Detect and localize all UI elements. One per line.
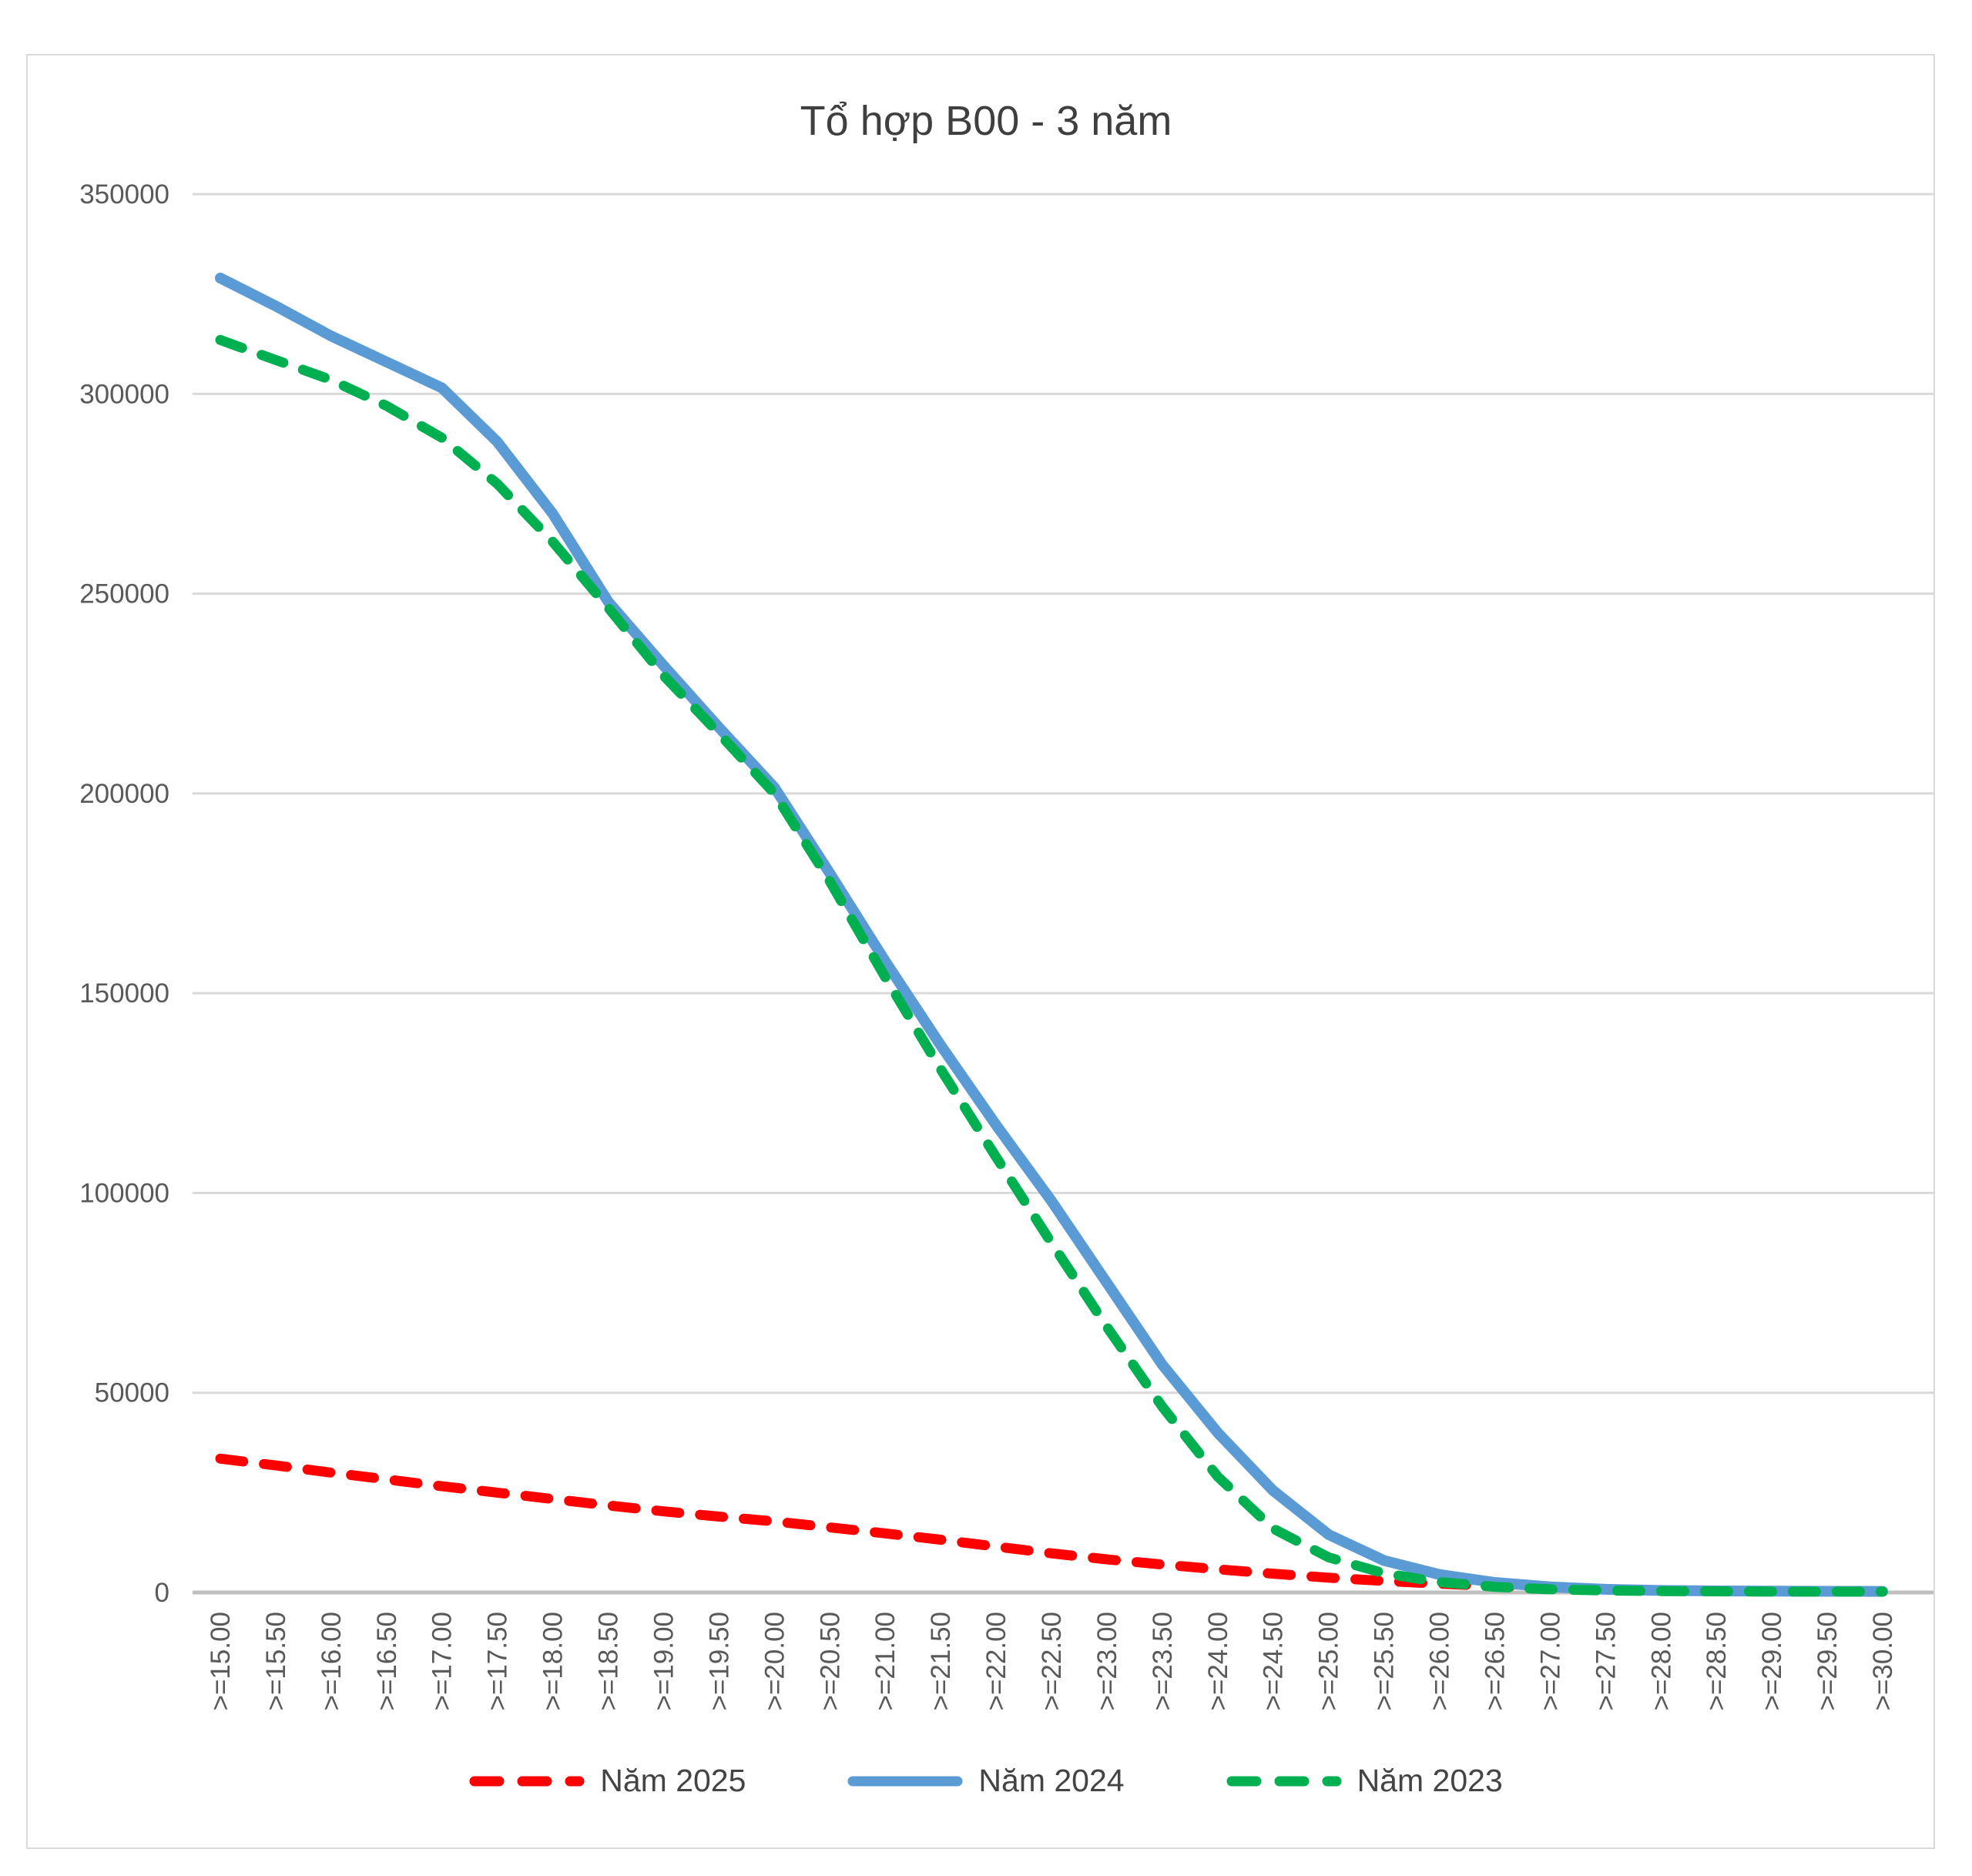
- x-axis-label: >=16.00: [317, 1612, 347, 1710]
- x-axis-label: >=19.50: [704, 1612, 734, 1710]
- y-axis-label: 350000: [79, 180, 169, 210]
- y-axis-label: 150000: [79, 978, 169, 1008]
- x-axis-label: >=25.50: [1370, 1612, 1400, 1710]
- x-axis-label: >=23.50: [1148, 1612, 1178, 1710]
- x-axis-label: >=27.50: [1591, 1612, 1621, 1710]
- x-axis-label: >=15.50: [261, 1612, 291, 1710]
- x-axis-label: >=20.00: [760, 1612, 790, 1710]
- x-axis-labels: >=15.00 >=15.50 >=16.00 >=16.50 >=17.00 >=17.…: [206, 1612, 1898, 1710]
- x-axis-label: >=22.00: [981, 1612, 1011, 1710]
- legend: Năm 2025 Năm 2024 Năm 2023: [0, 1763, 1972, 1799]
- y-axis-label: 0: [155, 1578, 169, 1608]
- legend-swatch-icon: [469, 1776, 585, 1786]
- y-axis-label: 250000: [79, 579, 169, 609]
- x-axis-label: >=21.00: [870, 1612, 900, 1710]
- x-axis-label: >=24.00: [1203, 1612, 1233, 1710]
- x-axis-label: >=25.00: [1314, 1612, 1344, 1710]
- y-axis-label: 200000: [79, 779, 169, 809]
- x-axis-label: >=17.50: [483, 1612, 513, 1710]
- x-axis-label: >=26.00: [1425, 1612, 1455, 1710]
- legend-label: Năm 2024: [978, 1763, 1125, 1798]
- legend-label: Năm 2025: [600, 1763, 746, 1798]
- x-axis-label: >=17.00: [428, 1612, 458, 1710]
- series-line-năm-2025: [215, 1453, 1888, 1597]
- y-gridlines: [193, 193, 1933, 1595]
- x-axis-label: >=24.50: [1259, 1612, 1289, 1710]
- x-axis-label: >=29.50: [1813, 1612, 1843, 1710]
- x-axis-label: >=27.00: [1535, 1612, 1565, 1710]
- legend-item-năm-2024: Năm 2024: [847, 1763, 1125, 1799]
- x-axis-label: >=29.00: [1757, 1612, 1787, 1710]
- y-axis-label: 300000: [79, 379, 169, 409]
- x-axis-label: >=26.50: [1480, 1612, 1510, 1710]
- legend-item-năm-2025: Năm 2025: [469, 1763, 746, 1799]
- chart-title: Tổ hợp B00 - 3 năm: [800, 98, 1172, 144]
- legend-item-năm-2023: Năm 2023: [1226, 1763, 1503, 1799]
- legend-swatch-icon: [1226, 1776, 1342, 1786]
- y-axis-label: 100000: [79, 1178, 169, 1208]
- x-axis-label: >=16.50: [372, 1612, 402, 1710]
- x-axis-label: >=18.00: [538, 1612, 568, 1710]
- y-axis-labels: 0 50000 100000 150000 200000 250000 300000 3500…: [79, 180, 169, 1608]
- legend-swatch-icon: [847, 1776, 963, 1786]
- series-line-năm-2023: [215, 334, 1888, 1597]
- x-axis-label: >=22.50: [1037, 1612, 1067, 1710]
- x-axis-label: >=18.50: [594, 1612, 624, 1710]
- x-axis-label: >=23.00: [1092, 1612, 1122, 1710]
- x-axis-label: >=15.00: [206, 1612, 236, 1710]
- x-axis-label: >=30.00: [1868, 1612, 1898, 1710]
- x-axis-label: >=19.00: [649, 1612, 679, 1710]
- y-axis-label: 50000: [95, 1378, 169, 1408]
- x-axis-label: >=28.00: [1646, 1612, 1676, 1710]
- x-axis-label: >=21.50: [926, 1612, 956, 1710]
- x-axis-label: >=28.50: [1702, 1612, 1732, 1710]
- series-line-năm-2024: [215, 272, 1888, 1597]
- x-axis-label: >=20.50: [815, 1612, 845, 1710]
- chart-frame: [26, 54, 1935, 1849]
- legend-label: Năm 2023: [1357, 1763, 1503, 1798]
